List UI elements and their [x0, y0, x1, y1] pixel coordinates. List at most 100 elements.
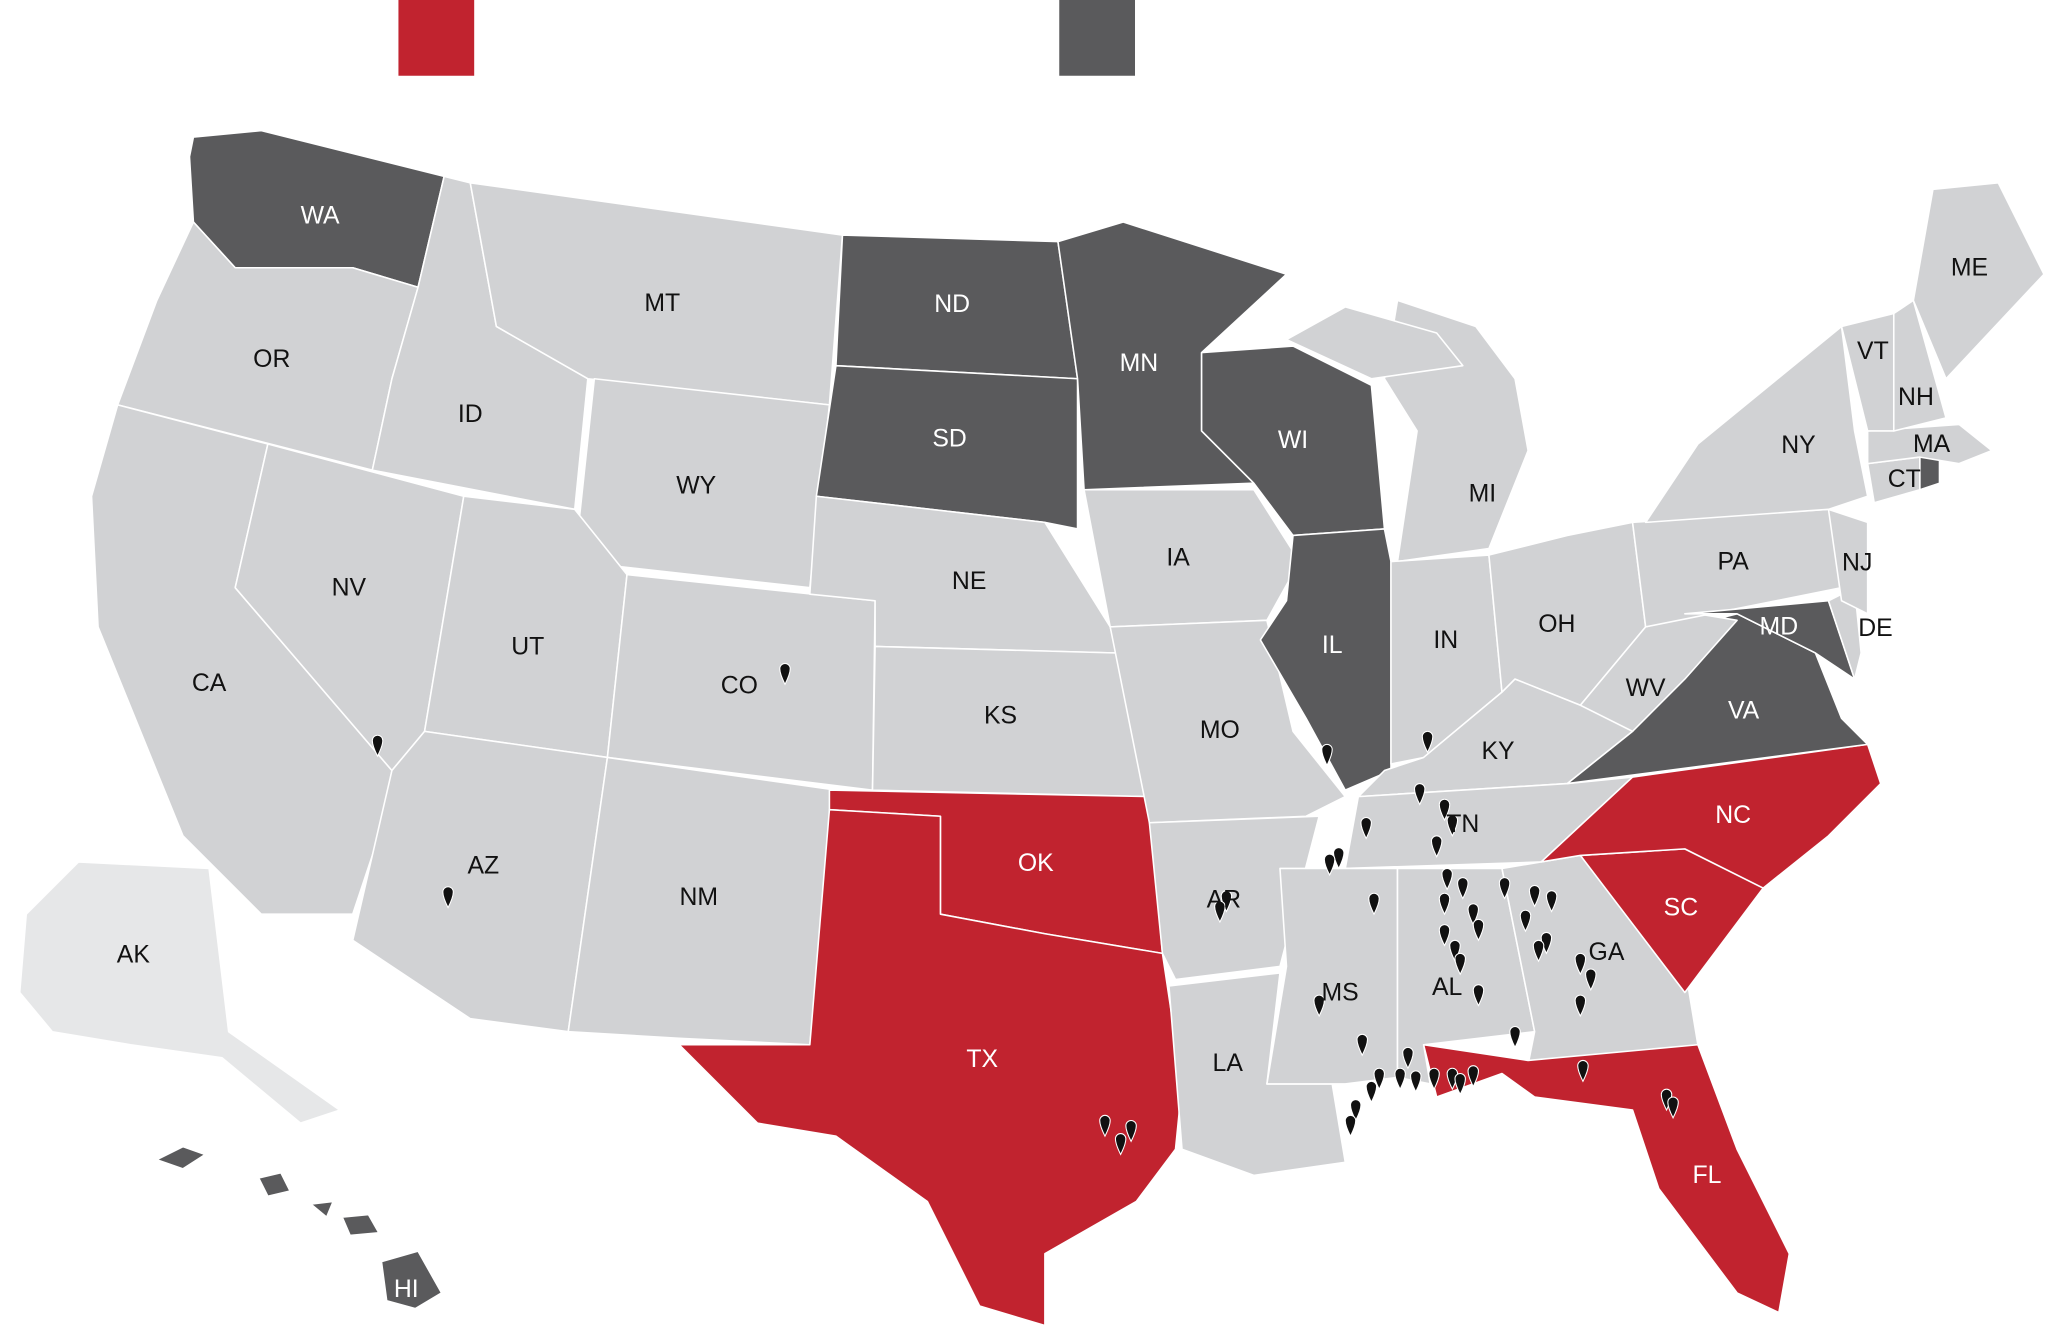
state-label: MI: [1469, 481, 1497, 508]
location-pin: [1313, 994, 1325, 1018]
state-label: CA: [192, 670, 227, 697]
state-label: IA: [1166, 544, 1190, 571]
state-shape: [341, 1213, 380, 1237]
state-label: OK: [1018, 850, 1054, 877]
state-label: NY: [1781, 432, 1815, 459]
location-pin: [1472, 984, 1485, 1007]
location-pin: [1545, 890, 1558, 913]
state-label: CT: [1888, 466, 1921, 493]
location-pin: [1394, 1067, 1406, 1091]
location-pin: [1099, 1114, 1111, 1138]
location-pin: [1446, 814, 1459, 837]
state-label: ME: [1951, 255, 1988, 282]
state-label: AK: [117, 942, 151, 969]
location-pin: [1349, 1099, 1362, 1122]
state-shape: [351, 730, 609, 1033]
location-pins: [371, 662, 1679, 1156]
location-pin: [1360, 817, 1372, 840]
state-label: MN: [1120, 350, 1159, 377]
location-pin: [1410, 1070, 1422, 1093]
state-label: MT: [644, 290, 680, 317]
location-pin: [1373, 1067, 1385, 1091]
state-shape: [1422, 1043, 1791, 1314]
state-shape: [1168, 972, 1347, 1177]
state-label: FL: [1693, 1162, 1722, 1189]
location-pin: [1421, 730, 1434, 754]
state-shape: [1684, 599, 1856, 680]
state-label: AR: [1207, 887, 1241, 914]
state-label: MO: [1200, 717, 1240, 744]
state-shape: [1866, 423, 1993, 465]
state-label: NJ: [1842, 550, 1872, 577]
location-pin: [1125, 1120, 1137, 1143]
location-pin: [1368, 892, 1380, 916]
state-shape: [257, 1171, 291, 1198]
location-pin: [1114, 1133, 1127, 1156]
state-label: NE: [952, 568, 986, 595]
state-label: WI: [1278, 427, 1308, 454]
state-label: HI: [394, 1276, 419, 1303]
state-label: OH: [1538, 611, 1575, 638]
state-label: NC: [1715, 802, 1751, 829]
state-labels: WA OR CA NV ID MT WY UT AZ CO NM ND SD NE KS OK TX MN IA MO…: [117, 202, 1988, 1303]
state-label: KY: [1482, 738, 1515, 765]
state-label: KS: [984, 703, 1017, 730]
state-label: VT: [1857, 338, 1889, 365]
state-label: LA: [1213, 1050, 1244, 1077]
state-label: ID: [458, 401, 483, 428]
location-pin: [1519, 909, 1532, 933]
state-shape: [1285, 306, 1464, 380]
location-pin: [1344, 1114, 1357, 1138]
state-label: TX: [966, 1046, 998, 1073]
state-shape: [18, 861, 341, 1124]
state-label: SD: [932, 426, 966, 453]
location-pin: [1441, 868, 1453, 891]
state-label: WV: [1626, 675, 1666, 702]
state-shape: [1892, 299, 1947, 432]
location-pin: [1467, 903, 1479, 926]
location-pin: [1454, 952, 1466, 976]
location-pin: [1574, 994, 1587, 1018]
state-label: WA: [301, 202, 340, 229]
location-pin: [1454, 1073, 1466, 1096]
location-pin: [1356, 1033, 1368, 1057]
state-label: CO: [721, 672, 758, 699]
legend-swatch: [1059, 0, 1136, 76]
location-pin: [1214, 900, 1226, 924]
state-label: IN: [1433, 627, 1458, 654]
state-shape: [1083, 488, 1301, 628]
location-pin: [1574, 952, 1587, 976]
state-shape: [1259, 528, 1392, 791]
location-pin: [442, 886, 454, 909]
state-shape: [380, 1250, 443, 1310]
state-shape: [1827, 508, 1869, 615]
legend-swatch: [398, 0, 475, 76]
state-shape: [156, 1145, 206, 1170]
states: [18, 129, 2045, 1327]
state-label: MD: [1760, 614, 1799, 641]
state-shape: [310, 1200, 334, 1218]
location-pin: [1467, 1065, 1479, 1088]
state-shape: [815, 364, 1079, 530]
location-pin: [1457, 877, 1469, 900]
location-pin: [1413, 783, 1426, 806]
location-pin: [1402, 1046, 1414, 1070]
state-label: VA: [1728, 697, 1760, 724]
location-pin: [1449, 939, 1461, 963]
location-pin: [1585, 968, 1597, 992]
location-pin: [1472, 918, 1485, 942]
state-shape: [1912, 182, 2045, 380]
state-label: UT: [511, 633, 544, 660]
location-pin: [1509, 1026, 1521, 1049]
state-label: PA: [1718, 548, 1750, 575]
state-label: AL: [1432, 974, 1462, 1001]
state-label: DE: [1858, 615, 1892, 642]
state-shape: [567, 756, 837, 1046]
state-label: NV: [332, 575, 367, 602]
state-shape: [678, 808, 1183, 1327]
state-shape: [1919, 456, 1941, 491]
state-label: MA: [1913, 431, 1951, 458]
state-label: TN: [1446, 811, 1479, 838]
